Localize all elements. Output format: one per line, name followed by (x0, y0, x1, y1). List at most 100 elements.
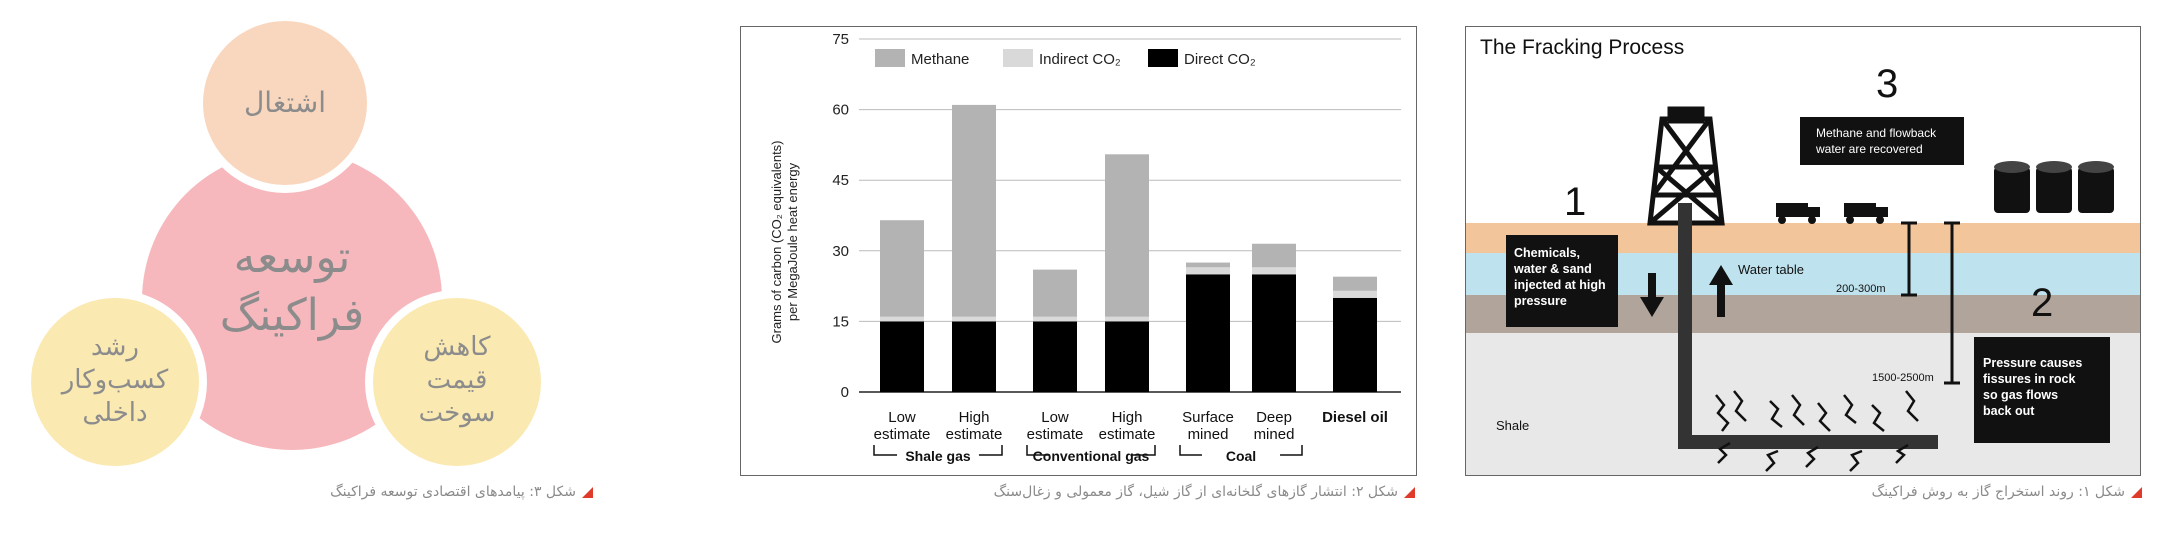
chart-group-label-bg (1050, 447, 1132, 465)
caption-marker-icon (1404, 486, 1415, 498)
venn-right-circle (365, 290, 549, 474)
chart-group-label: Coal (1226, 448, 1256, 464)
venn-top-label: اشتغال (244, 86, 326, 119)
arrow-up-icon (1709, 265, 1733, 317)
box3-line: Methane and flowback (1816, 126, 1937, 140)
chart-bars (880, 104, 1377, 392)
fracking-caption-text: شکل ۱: روند استخراج گاز به روش فراکینگ (1871, 484, 2125, 500)
chart-legend-swatch (1148, 49, 1178, 67)
chart-x-tick-label: High (959, 409, 990, 426)
chart-bar-segment (1252, 274, 1296, 392)
chart-y-tick-label: 30 (832, 243, 849, 260)
box1-line: water & sand (1513, 262, 1592, 276)
venn-right-line1: کاهش (423, 332, 491, 362)
depth-label-deep: 1500-2500m (1872, 372, 1934, 384)
chart-group-labels: Shale gas Conventional gas Coal (873, 445, 1303, 465)
box2-line: back out (1983, 404, 2035, 418)
chart-bar-segment (1186, 267, 1230, 275)
chart-x-tick-label: Diesel oil (1322, 409, 1388, 426)
chart-bar-segment (952, 321, 996, 392)
box2-line: Pressure causes (1983, 356, 2082, 370)
venn-top-circle (195, 13, 375, 193)
chart-bar-segment (1252, 243, 1296, 268)
shale-label: Shale (1496, 418, 1529, 433)
box2-line: so gas flows (1983, 388, 2058, 402)
fracking-title: The Fracking Process (1480, 36, 1684, 59)
chart-bar-segment (952, 104, 996, 317)
depth-label-shallow: 200-300m (1836, 283, 1886, 295)
venn-caption-text: شکل ۳: پیامدهای اقتصادی توسعه فراکینگ (330, 484, 576, 500)
step-2-box (1974, 337, 2110, 443)
venn-panel: توسعه فراکینگ اشتغال رشد کسب‌وکار داخلی … (0, 0, 640, 537)
chart-y-axis-label-line2: per MegaJoule heat energy (785, 162, 800, 321)
chart-x-tick-label: Deep (1256, 409, 1292, 426)
chart-bar-segment (1033, 269, 1077, 317)
chart-group-label-bg (897, 447, 979, 465)
chart-x-tick-label: mined (1188, 426, 1229, 443)
water-table-label: Water table (1738, 262, 1804, 277)
chart-y-axis-label-line1: Grams of carbon (CO₂ equivalents) (769, 140, 784, 343)
fracking-diagram: The Fracking Process (1466, 36, 2140, 475)
chart-legend: Methane Indirect CO₂ Direct CO₂ (875, 49, 1256, 68)
chart-bar-segment (1186, 274, 1230, 392)
chart-y-ticks: 0 15 30 45 60 75 (832, 31, 849, 401)
chart-bar-segment (880, 321, 924, 392)
step-3-number: 3 (1876, 62, 1898, 106)
venn-left-line2: کسب‌وکار (60, 365, 169, 395)
chart-bar-segment (1333, 297, 1377, 392)
venn-center-line1: توسعه (234, 232, 351, 283)
chart-x-tick-label: estimate (1027, 426, 1084, 443)
box1-line: pressure (1514, 294, 1567, 308)
emissions-chart-panel: 0 15 30 45 60 75 Low estimate High estimate Low es… (740, 26, 1417, 476)
truck-icon (1844, 203, 1888, 224)
arrow-down-icon (1640, 273, 1664, 317)
fracking-panel: The Fracking Process (1465, 26, 2141, 476)
drilling-rig-icon (1647, 106, 1725, 226)
chart-legend-swatch (1003, 49, 1033, 67)
chart-group-label: Shale gas (905, 448, 971, 464)
chart-bar-segment (880, 220, 924, 317)
chart-y-tick-label: 60 (832, 102, 849, 119)
chart-x-tick-label: estimate (1099, 426, 1156, 443)
depth-marker-deep (1944, 221, 1960, 385)
chart-legend-label: Indirect CO₂ (1039, 51, 1121, 68)
chart-x-tick-label: estimate (946, 426, 1003, 443)
box2-line: fissures in rock (1983, 372, 2075, 386)
chart-bar-segment (1333, 276, 1377, 291)
chart-y-tick-label: 15 (832, 313, 849, 330)
chart-y-tick-label: 75 (832, 31, 849, 48)
truck-icon (1776, 203, 1820, 224)
fissures-icon (1715, 390, 1919, 472)
chart-y-tick-label: 45 (832, 172, 849, 189)
chart-x-tick-label: Low (888, 409, 916, 426)
chart-x-tick-label: mined (1254, 426, 1295, 443)
step-1-number: 1 (1564, 180, 1586, 224)
chart-bar-segment (1105, 154, 1149, 317)
venn-left-line1: رشد (91, 332, 139, 362)
chart-bar-segment (880, 316, 924, 322)
chart-x-tick-label: Low (1041, 409, 1069, 426)
depth-marker-shallow (1901, 221, 1917, 297)
caption-marker-icon (582, 486, 593, 498)
box3-line: water are recovered (1815, 142, 1923, 156)
chart-x-tick-label: High (1112, 409, 1143, 426)
chart-legend-label: Methane (911, 51, 969, 68)
chart-bar-segment (1252, 267, 1296, 275)
venn-right-line2: قیمت (427, 365, 488, 395)
storage-tanks-icon (1994, 161, 2114, 213)
venn-left-circle (23, 290, 207, 474)
fracking-caption: شکل ۱: روند استخراج گاز به روش فراکینگ (1872, 484, 2142, 500)
chart-x-tick-label: Surface (1182, 409, 1234, 426)
venn-right-line3: سوخت (419, 398, 496, 428)
step-1-box (1506, 235, 1618, 327)
chart-bar-segment (1033, 316, 1077, 322)
box1-line: Chemicals, (1514, 246, 1580, 260)
chart-caption: شکل ۲: انتشار گازهای گلخانه‌ای از گاز شی… (994, 484, 1415, 500)
venn-left-line3: داخلی (82, 398, 147, 428)
chart-bar-segment (1333, 290, 1377, 298)
caption-marker-icon (2131, 486, 2142, 498)
step-2-text: Pressure causes fissures in rock so gas … (1983, 356, 2082, 418)
chart-y-tick-label: 0 (841, 384, 849, 401)
step-3-text: Methane and flowback water are recovered (1815, 126, 1937, 156)
